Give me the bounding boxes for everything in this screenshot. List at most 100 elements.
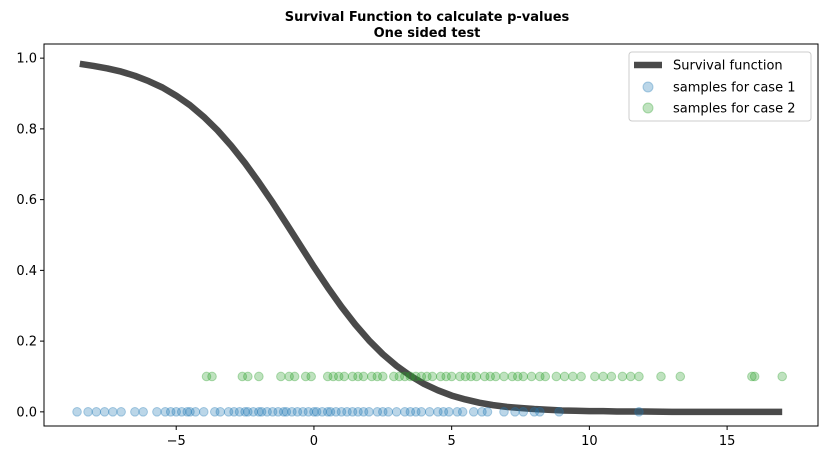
sample-point-case-2 [405, 371, 416, 382]
sample-point-case-2 [366, 371, 377, 382]
sample-point-case-1 [424, 407, 435, 417]
sample-point-case-2 [617, 371, 628, 382]
sample-point-case-2 [400, 371, 410, 382]
sample-point-case-1 [400, 407, 410, 417]
sample-point-case-2 [201, 371, 212, 382]
legend-label-case-2: samples for case 2 [673, 102, 795, 117]
sample-point-case-2 [598, 371, 608, 382]
x-tick-label: 0 [310, 434, 318, 449]
sample-point-case-1 [198, 407, 209, 417]
y-tick-label: 0.2 [16, 335, 37, 350]
sample-point-case-1 [336, 407, 347, 417]
sample-point-case-2 [455, 371, 465, 382]
sample-point-case-1 [267, 407, 278, 417]
sample-point-case-1 [229, 407, 239, 417]
legend-swatch-case-2 [642, 102, 654, 114]
sample-point-case-1 [165, 407, 176, 417]
sample-point-case-2 [427, 371, 438, 382]
sample-point-case-1 [273, 407, 283, 417]
sample-point-case-2 [777, 371, 787, 382]
x-tick-label: 5 [448, 434, 456, 449]
sample-point-case-2 [333, 371, 344, 382]
sample-point-case-1 [311, 407, 322, 417]
sample-point-case-1 [452, 407, 462, 417]
sample-point-case-1 [91, 407, 102, 417]
sample-point-case-2 [460, 371, 471, 382]
chart-subtitle: One sided test [374, 26, 481, 41]
sample-point-case-1 [378, 407, 388, 417]
survival-function-line [79, 60, 783, 416]
x-tick-label: 10 [581, 434, 598, 449]
legend-swatch-case-1 [642, 81, 654, 93]
sample-point-case-1 [248, 407, 259, 417]
sample-point-case-2 [378, 371, 388, 382]
sample-point-case-2 [576, 371, 586, 382]
sample-point-case-1 [138, 407, 148, 417]
sample-point-case-1 [176, 407, 187, 417]
y-tick-label: 0.0 [16, 405, 37, 420]
sample-point-case-2 [328, 371, 339, 382]
chart-title-group: Survival Function to calculate p-values … [285, 10, 570, 41]
y-tick-label: 1.0 [16, 52, 37, 67]
sample-point-case-2 [606, 371, 617, 382]
sample-point-case-2 [389, 371, 399, 382]
x-tick-label: 15 [719, 434, 736, 449]
sample-point-case-1 [309, 407, 319, 417]
sample-point-case-2 [471, 371, 482, 382]
sample-point-case-1 [130, 407, 140, 417]
sample-point-case-2 [300, 371, 311, 382]
sample-point-case-2 [625, 371, 636, 382]
sample-point-case-2 [535, 371, 545, 382]
sample-point-case-2 [347, 371, 358, 382]
sample-point-case-2 [446, 371, 457, 382]
sample-point-case-1 [234, 407, 245, 417]
sample-point-case-2 [749, 371, 760, 382]
sample-point-case-2 [507, 371, 518, 382]
sample-point-case-2 [353, 371, 363, 382]
sample-point-case-1 [347, 407, 358, 417]
sample-point-case-2 [479, 371, 490, 382]
sample-point-case-2 [499, 371, 509, 382]
sample-point-case-2 [394, 371, 405, 382]
y-tick-label: 0.6 [16, 193, 37, 208]
sample-point-case-1 [243, 407, 253, 417]
sample-point-case-1 [554, 407, 564, 417]
y-tick-label: 0.8 [16, 122, 37, 137]
sample-point-case-1 [209, 407, 220, 417]
sample-point-case-1 [499, 407, 509, 417]
sample-point-case-1 [72, 407, 82, 417]
y-tick-label: 0.4 [16, 264, 37, 279]
sample-point-case-1 [416, 407, 427, 417]
sample-point-case-2 [490, 371, 501, 382]
sample-point-case-1 [411, 407, 421, 417]
sample-point-case-1 [535, 407, 545, 417]
sample-point-case-1 [433, 407, 443, 417]
sample-point-case-1 [262, 407, 272, 417]
sample-point-case-1 [510, 407, 520, 417]
sample-point-case-2 [207, 371, 217, 382]
sample-point-case-1 [240, 407, 250, 417]
sample-point-case-1 [152, 407, 162, 417]
sample-point-case-1 [171, 407, 182, 417]
sample-point-case-1 [468, 407, 479, 417]
legend-label-survival-function: Survival function [673, 59, 783, 74]
sample-point-case-1 [292, 407, 303, 417]
sample-point-case-1 [160, 407, 170, 417]
sample-point-case-2 [559, 371, 570, 382]
sample-point-case-1 [215, 407, 226, 417]
sample-point-case-1 [303, 407, 314, 417]
sample-point-case-2 [568, 371, 578, 382]
sample-point-case-2 [441, 371, 451, 382]
sample-point-case-1 [482, 407, 493, 417]
sample-point-case-2 [416, 371, 427, 382]
legend: Survival function samples for case 1 sampl… [628, 51, 812, 122]
sample-point-case-2 [435, 371, 446, 382]
sample-point-case-2 [306, 371, 316, 382]
sample-point-case-2 [634, 371, 644, 382]
sample-point-case-1 [322, 407, 333, 417]
sample-point-case-1 [358, 407, 369, 417]
sample-point-case-2 [518, 371, 529, 382]
sample-point-case-1 [405, 407, 416, 417]
sample-point-case-2 [243, 371, 253, 382]
